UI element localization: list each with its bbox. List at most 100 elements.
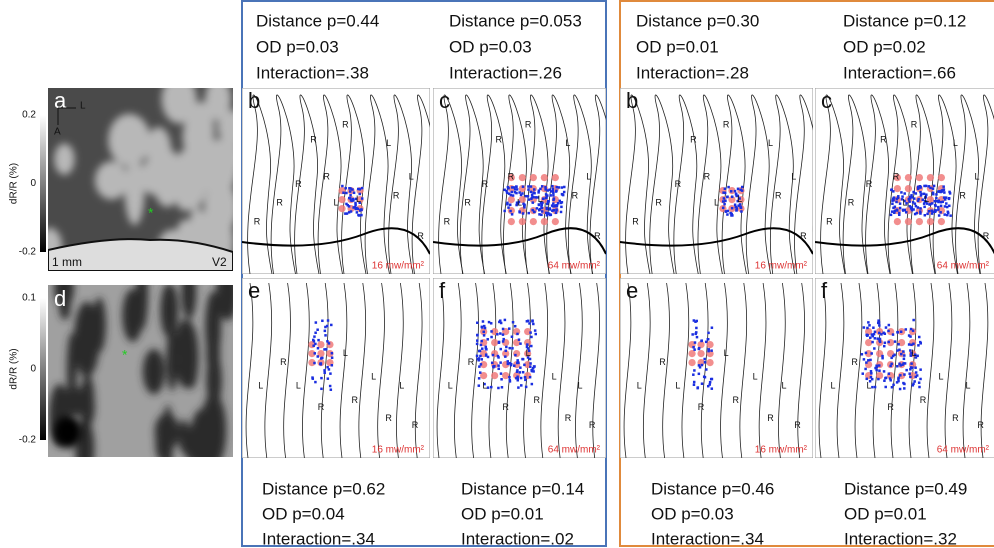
- region-label: L: [448, 380, 453, 390]
- activation: [884, 376, 888, 380]
- activation: [907, 197, 911, 201]
- region-label: R: [310, 134, 317, 144]
- activation: [541, 197, 545, 200]
- activation: [484, 345, 488, 349]
- activation: [353, 205, 357, 209]
- activation: [548, 208, 552, 211]
- activation: [483, 326, 487, 330]
- stripe: [160, 285, 179, 338]
- od-contour: [962, 282, 971, 458]
- activation: [884, 385, 887, 389]
- activation: [534, 196, 537, 199]
- activation: [520, 384, 523, 387]
- activation: [898, 206, 902, 210]
- power-label: 16 mw/mm²: [372, 261, 425, 272]
- activation: [736, 187, 740, 191]
- stim-spot: [697, 350, 705, 358]
- activation: [540, 185, 544, 188]
- region-label: L: [675, 380, 680, 390]
- activation: [549, 190, 553, 193]
- activation: [923, 196, 927, 199]
- region-label: L: [586, 172, 591, 182]
- activation: [551, 187, 555, 191]
- activation: [518, 191, 521, 194]
- activation: [897, 343, 900, 346]
- activation: [477, 377, 481, 380]
- activation: [497, 341, 501, 344]
- stat-line: OD p=0.04: [262, 504, 345, 523]
- activation: [540, 213, 543, 217]
- activation: [489, 385, 493, 389]
- activation: [486, 355, 490, 359]
- activation: [861, 372, 865, 375]
- region-label: L: [830, 380, 835, 390]
- activation: [518, 211, 522, 214]
- colorbar: [40, 298, 46, 440]
- region-label: L: [965, 380, 970, 390]
- stripe: [122, 288, 143, 342]
- activation: [321, 319, 324, 323]
- activation: [506, 360, 510, 363]
- panel-label: d: [54, 286, 66, 311]
- od-contour: [488, 282, 497, 458]
- activation: [891, 333, 895, 336]
- region-label: R: [280, 357, 287, 367]
- activation: [890, 188, 893, 192]
- activation: [528, 357, 532, 361]
- region-label: R: [887, 402, 894, 412]
- activation: [536, 196, 539, 199]
- activation: [730, 214, 733, 217]
- stim-spot: [502, 350, 510, 358]
- activation: [326, 340, 329, 343]
- activation: [516, 361, 519, 365]
- activation: [693, 369, 696, 372]
- stripe: [73, 301, 100, 378]
- activation: [509, 209, 512, 213]
- activation: [925, 193, 928, 196]
- activation: [915, 211, 918, 215]
- region-label: R: [352, 395, 359, 405]
- activation: [917, 197, 920, 201]
- activation: [947, 197, 951, 201]
- activation: [508, 380, 512, 383]
- activation: [865, 361, 868, 364]
- activation: [506, 201, 509, 205]
- od-contour: [820, 94, 846, 274]
- activation: [555, 185, 559, 189]
- activation: [496, 354, 500, 358]
- activation: [937, 208, 940, 211]
- activation: [354, 203, 357, 207]
- activation: [504, 349, 508, 353]
- od-contour: [623, 282, 632, 458]
- stat-line: Distance p=0.62: [262, 479, 385, 498]
- stat-line: Interaction=.02: [461, 529, 574, 548]
- activation: [919, 207, 922, 210]
- activation: [722, 191, 725, 194]
- panel-bg: [620, 88, 813, 274]
- region-label: R: [589, 420, 596, 430]
- activation: [524, 194, 528, 198]
- activation: [923, 200, 927, 204]
- activation: [528, 375, 532, 379]
- activation: [890, 385, 894, 389]
- activation: [345, 202, 348, 206]
- v2-border: [620, 227, 813, 255]
- activation: [313, 361, 316, 365]
- blob: [217, 110, 233, 145]
- activation: [903, 208, 907, 212]
- image-d: [48, 285, 233, 457]
- activation: [499, 347, 502, 351]
- activation: [552, 191, 555, 195]
- activation: [729, 190, 733, 193]
- od-contour: [932, 94, 958, 274]
- activation: [508, 361, 512, 365]
- activation: [878, 324, 881, 327]
- activation: [893, 353, 896, 357]
- activation: [478, 371, 482, 374]
- activation: [345, 212, 349, 215]
- activation: [866, 326, 869, 330]
- activation: [329, 372, 332, 375]
- activation: [945, 202, 948, 205]
- activation: [357, 214, 361, 217]
- activation: [873, 385, 877, 389]
